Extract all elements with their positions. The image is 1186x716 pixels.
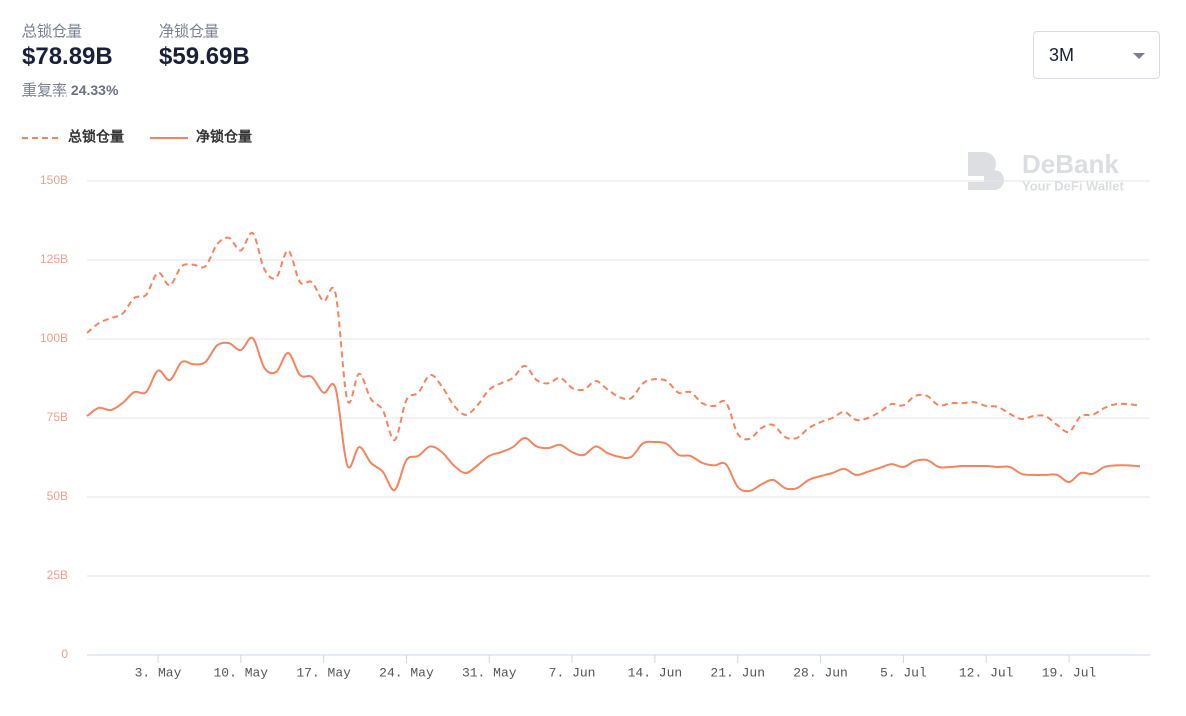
- watermark: DeBank Your DeFi Wallet: [968, 149, 1125, 193]
- range-value: 3M: [1049, 45, 1075, 65]
- x-tick-label: 12. Jul: [959, 665, 1014, 680]
- y-tick-label: 0: [61, 647, 68, 661]
- series-line: [86, 336, 1141, 493]
- legend-label: 净锁仓量: [196, 129, 252, 145]
- range-select[interactable]: 3M: [1033, 31, 1160, 79]
- y-tick-label: 150B: [40, 173, 68, 187]
- ratio-value: 24.33%: [70, 82, 119, 98]
- ratio-label: 重复率: [22, 82, 68, 99]
- ratio-row: 重复率 24.33%: [22, 79, 118, 100]
- y-tick-label: 75B: [47, 410, 68, 424]
- watermark-brand: DeBank: [1022, 149, 1119, 179]
- dropdown-arrow: [1133, 53, 1145, 59]
- x-tick-label: 31. May: [462, 665, 517, 680]
- x-tick-label: 10. May: [214, 665, 269, 680]
- x-tick-label: 21. Jun: [710, 665, 765, 680]
- watermark-tagline: Your DeFi Wallet: [1022, 178, 1125, 193]
- total-value: $78.89B: [22, 43, 113, 70]
- y-tick-label: 50B: [47, 489, 68, 503]
- net-value: $59.69B: [159, 43, 250, 70]
- net-label: 净锁仓量: [159, 23, 220, 40]
- x-tick-label: 7. Jun: [549, 665, 596, 680]
- legend-label: 总锁仓量: [68, 129, 124, 145]
- x-tick-label: 19. Jul: [1042, 665, 1097, 680]
- x-tick-label: 28. Jun: [793, 665, 848, 680]
- series-line: [86, 231, 1141, 442]
- x-tick-label: 24. May: [379, 665, 434, 680]
- total-label: 总锁仓量: [22, 23, 83, 40]
- net-block: 净锁仓量 $59.69B: [159, 20, 250, 71]
- total-block: 总锁仓量 $78.89B 重复率 24.33%: [22, 20, 118, 100]
- x-tick-label: 3. May: [135, 665, 182, 680]
- y-tick-label: 25B: [47, 568, 68, 582]
- x-tick-label: 17. May: [296, 665, 351, 680]
- x-tick-label: 5. Jul: [880, 665, 927, 680]
- y-tick-label: 125B: [40, 252, 68, 266]
- x-tick-label: 14. Jun: [628, 665, 683, 680]
- y-tick-label: 100B: [40, 331, 68, 345]
